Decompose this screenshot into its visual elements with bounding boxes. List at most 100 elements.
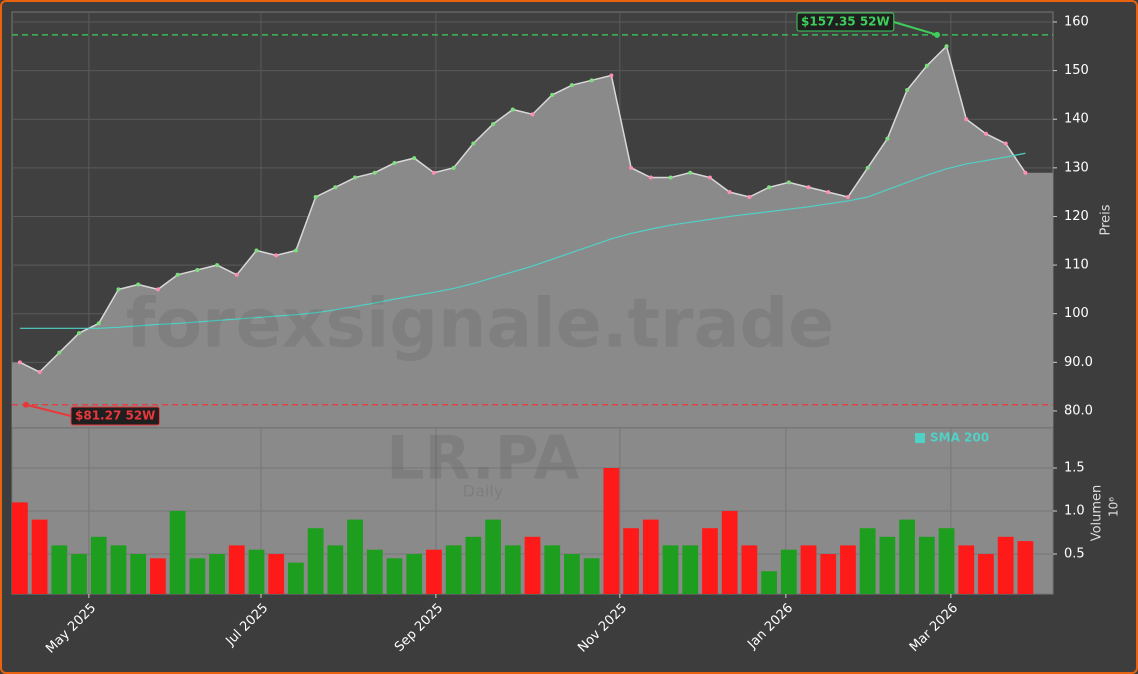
legend-label: SMA 200 xyxy=(930,431,989,445)
price-point xyxy=(609,73,614,78)
price-point xyxy=(96,321,101,326)
price-point xyxy=(175,272,180,277)
price-point xyxy=(786,180,791,185)
volume-bar xyxy=(603,467,620,594)
annotation-arrow xyxy=(25,403,72,417)
price-point xyxy=(629,165,634,170)
price-point xyxy=(372,170,377,175)
volume-bar xyxy=(31,519,48,594)
price-point xyxy=(826,190,831,195)
volume-bar xyxy=(248,549,265,594)
volume-bar xyxy=(71,554,87,594)
price-point xyxy=(234,272,239,277)
volume-bar xyxy=(958,545,975,594)
volume-bar xyxy=(899,519,915,594)
y-tick-label: 160 xyxy=(1064,14,1089,29)
volume-bar xyxy=(366,549,383,594)
y-tick-label: 140 xyxy=(1064,112,1089,127)
price-point xyxy=(274,253,279,258)
price-point xyxy=(707,175,712,180)
y-tick-label: 110 xyxy=(1064,258,1089,273)
price-point xyxy=(471,141,476,146)
volume-bar xyxy=(780,549,797,594)
volume-bar xyxy=(485,519,501,594)
price-area xyxy=(12,46,1053,427)
volume-bar xyxy=(938,528,955,594)
price-point xyxy=(648,175,653,180)
price-point xyxy=(195,267,200,272)
price-point xyxy=(353,175,358,180)
volume-bar xyxy=(169,511,186,594)
volume-bar xyxy=(110,545,127,594)
volume-bar xyxy=(268,554,285,594)
volume-bar xyxy=(642,519,659,594)
volume-bar xyxy=(840,545,856,594)
volume-bar xyxy=(130,554,147,594)
price-point xyxy=(412,156,417,161)
price-point xyxy=(451,165,456,170)
x-tick-label: May 2025 xyxy=(43,601,99,657)
annotation-arrow-head xyxy=(934,31,940,38)
price-point xyxy=(806,185,811,190)
volume-bar xyxy=(150,558,166,594)
price-point xyxy=(845,195,850,200)
annotation-label: $157.35 52W xyxy=(801,15,890,29)
volume-bar xyxy=(879,536,896,594)
price-point xyxy=(77,331,82,336)
volume-scale-label: 10⁶ xyxy=(1107,497,1121,517)
price-point xyxy=(116,287,121,292)
x-tick-label: Nov 2025 xyxy=(575,601,630,656)
volume-bar xyxy=(504,545,521,594)
legend-swatch xyxy=(915,433,925,443)
price-point xyxy=(905,88,910,93)
annotation-label: $81.27 52W xyxy=(75,409,155,423)
volume-bar xyxy=(347,519,363,594)
price-point xyxy=(550,92,555,97)
volume-bar xyxy=(465,536,482,594)
volume-bar xyxy=(800,545,817,594)
volume-bar xyxy=(997,536,1014,594)
price-point xyxy=(569,83,574,88)
price-point xyxy=(333,185,338,190)
volume-bar xyxy=(761,571,777,594)
price-point xyxy=(254,248,259,253)
price-point xyxy=(983,131,988,136)
volume-bar xyxy=(189,558,206,594)
volume-bar xyxy=(583,558,600,594)
volume-bar xyxy=(623,528,639,594)
price-point xyxy=(431,170,436,175)
price-point xyxy=(293,248,298,253)
price-point xyxy=(17,360,22,365)
volume-bar xyxy=(524,536,541,594)
x-tick-label: Jul 2025 xyxy=(223,601,272,650)
price-point xyxy=(589,78,594,83)
volume-bar xyxy=(288,562,304,594)
volume-bar xyxy=(721,511,738,594)
volume-bar xyxy=(51,545,68,594)
y-tick-label: 120 xyxy=(1064,209,1089,224)
price-point xyxy=(727,190,732,195)
x-tick-label: Jan 2026 xyxy=(744,601,796,653)
price-point xyxy=(944,44,949,49)
price-point xyxy=(885,136,890,141)
volume-bar xyxy=(662,545,679,594)
volume-bar xyxy=(741,545,758,594)
symbol-watermark: LR.PA xyxy=(386,424,580,494)
annotation-arrow xyxy=(893,21,938,36)
volume-bar xyxy=(12,502,28,594)
volume-bar xyxy=(978,554,994,594)
price-point xyxy=(530,112,535,117)
x-tick-label: Sep 2025 xyxy=(392,601,446,655)
price-line xyxy=(19,44,1027,373)
volume-bar xyxy=(918,536,935,594)
volume-bar xyxy=(1017,541,1034,594)
price-point xyxy=(865,165,870,170)
volume-bar xyxy=(327,545,344,594)
y-tick-label: 150 xyxy=(1064,63,1089,78)
price-point xyxy=(924,63,929,68)
volume-bar xyxy=(228,545,245,594)
y-tick-label: 100 xyxy=(1064,306,1089,321)
y-axis-label: Preis xyxy=(1099,204,1114,235)
volume-bar xyxy=(90,536,107,594)
volume-bar xyxy=(682,545,699,594)
